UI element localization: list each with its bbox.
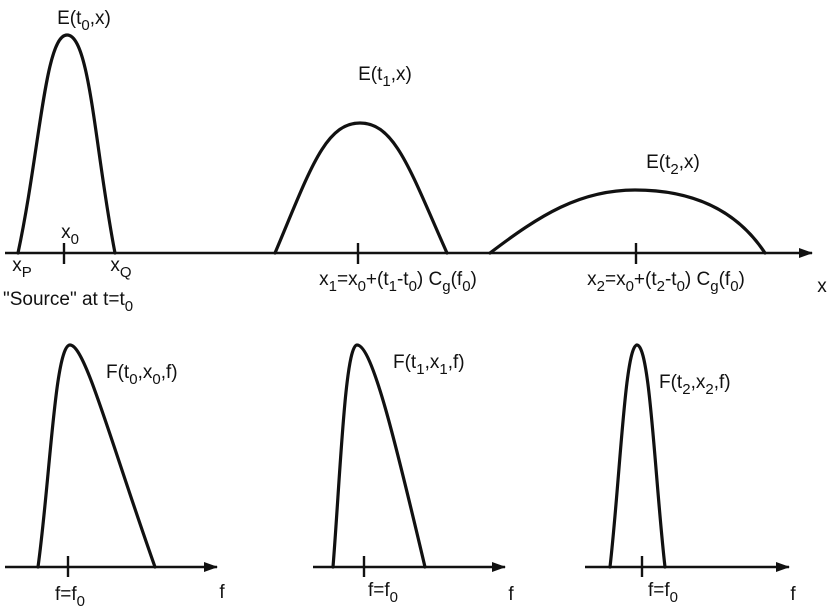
label-text: -t: [397, 269, 409, 290]
subscript: 2: [597, 278, 605, 295]
subscript: 0: [390, 589, 398, 606]
label-text: ,x: [138, 362, 153, 383]
label-text: E(t: [57, 8, 82, 29]
pulse: [16, 33, 117, 255]
label-text: E(t: [358, 64, 383, 85]
label-text: (f: [719, 269, 731, 290]
pulse-label: E(t2,x): [646, 152, 700, 178]
frequency-label: f=f0: [368, 580, 398, 606]
pulse-label: E(t1,x): [358, 64, 412, 90]
subscript: 1: [389, 278, 397, 295]
subscript: 1: [382, 73, 390, 90]
subscript: 0: [409, 278, 417, 295]
subscript: 0: [125, 298, 133, 315]
label-text: ): [739, 269, 745, 290]
label-text: ,f): [448, 352, 465, 373]
label-text: =x: [605, 269, 626, 290]
subscript: 0: [129, 371, 137, 388]
axis-label: f: [508, 584, 514, 605]
subscript: 2: [682, 381, 690, 398]
label-text: x: [587, 269, 597, 290]
axis-label: x: [817, 276, 827, 297]
pulse: [488, 188, 767, 255]
subscript: 2: [670, 161, 678, 178]
label-text: f: [508, 584, 514, 605]
subscript: 0: [670, 589, 678, 606]
pulse-label: E(t0,x): [57, 8, 111, 34]
label-text: f=f: [55, 584, 77, 605]
subscript: 0: [462, 278, 470, 295]
label-text: ): [471, 269, 477, 290]
label-text: ,f): [714, 372, 731, 393]
subscript: 0: [81, 17, 89, 34]
subscript: 0: [677, 278, 685, 295]
label-text: f: [790, 584, 796, 605]
label-text: f=f: [368, 580, 390, 601]
bottom-axes-group: [5, 343, 790, 577]
label-text: ) C: [417, 269, 442, 290]
subscript: 0: [626, 278, 634, 295]
label-text: x: [817, 276, 827, 297]
label-text: F(t: [393, 352, 417, 373]
subscript: 0: [71, 231, 79, 248]
position-label: xP: [12, 255, 32, 281]
label-text: ) C: [685, 269, 710, 290]
label-text: -t: [665, 269, 677, 290]
source-label: "Source" at t=t0: [3, 289, 133, 315]
label-text: +(t: [366, 269, 389, 290]
spectrum-label: F(t0,x0,f): [106, 362, 178, 388]
pulse: [273, 121, 449, 255]
subscript: g: [710, 278, 718, 295]
label-text: ,x: [425, 352, 440, 373]
subscript: P: [22, 264, 32, 281]
label-text: =x: [337, 269, 358, 290]
axis-label: f: [219, 582, 225, 603]
label-text: x: [319, 269, 329, 290]
label-text: x: [12, 255, 22, 276]
subscript: 0: [152, 371, 160, 388]
label-text: +(t: [634, 269, 657, 290]
label-text: ,f): [161, 362, 178, 383]
axis-label: f: [790, 584, 796, 605]
subscript: 1: [439, 361, 447, 378]
subscript: g: [442, 278, 450, 295]
label-text: (f: [451, 269, 463, 290]
subscript: 1: [416, 361, 424, 378]
top-axis-group: [5, 33, 813, 264]
label-text: ,x): [391, 64, 412, 85]
frequency-label: f=f0: [55, 584, 85, 610]
spectrum: [36, 343, 157, 569]
label-text: "Source" at t=t: [3, 289, 125, 310]
label-text: x: [110, 255, 120, 276]
subscript: 0: [77, 593, 85, 610]
frequency-label: f=f0: [648, 580, 678, 606]
label-text: ,x): [90, 8, 111, 29]
label-text: f: [219, 582, 225, 603]
subscript: 0: [730, 278, 738, 295]
label-text: E(t: [646, 152, 671, 173]
label-text: ,x): [679, 152, 700, 173]
spectrum: [608, 343, 667, 569]
label-text: f=f: [648, 580, 670, 601]
label-text: F(t: [659, 372, 683, 393]
subscript: Q: [120, 264, 132, 281]
subscript: 1: [329, 278, 337, 295]
position-label: xQ: [110, 255, 131, 281]
label-text: ,x: [691, 372, 706, 393]
label-text: x: [61, 222, 71, 243]
position-formula: x1=x0+(t1-t0) Cg(f0): [319, 269, 477, 295]
spectrum: [331, 343, 427, 569]
spectrum-label: F(t2,x2,f): [659, 372, 731, 398]
subscript: 2: [657, 278, 665, 295]
label-text: F(t: [106, 362, 130, 383]
spectrum-label: F(t1,x1,f): [393, 352, 465, 378]
subscript: 2: [705, 381, 713, 398]
position-label: x0: [61, 222, 79, 248]
subscript: 0: [358, 278, 366, 295]
position-formula: x2=x0+(t2-t0) Cg(f0): [587, 269, 745, 295]
